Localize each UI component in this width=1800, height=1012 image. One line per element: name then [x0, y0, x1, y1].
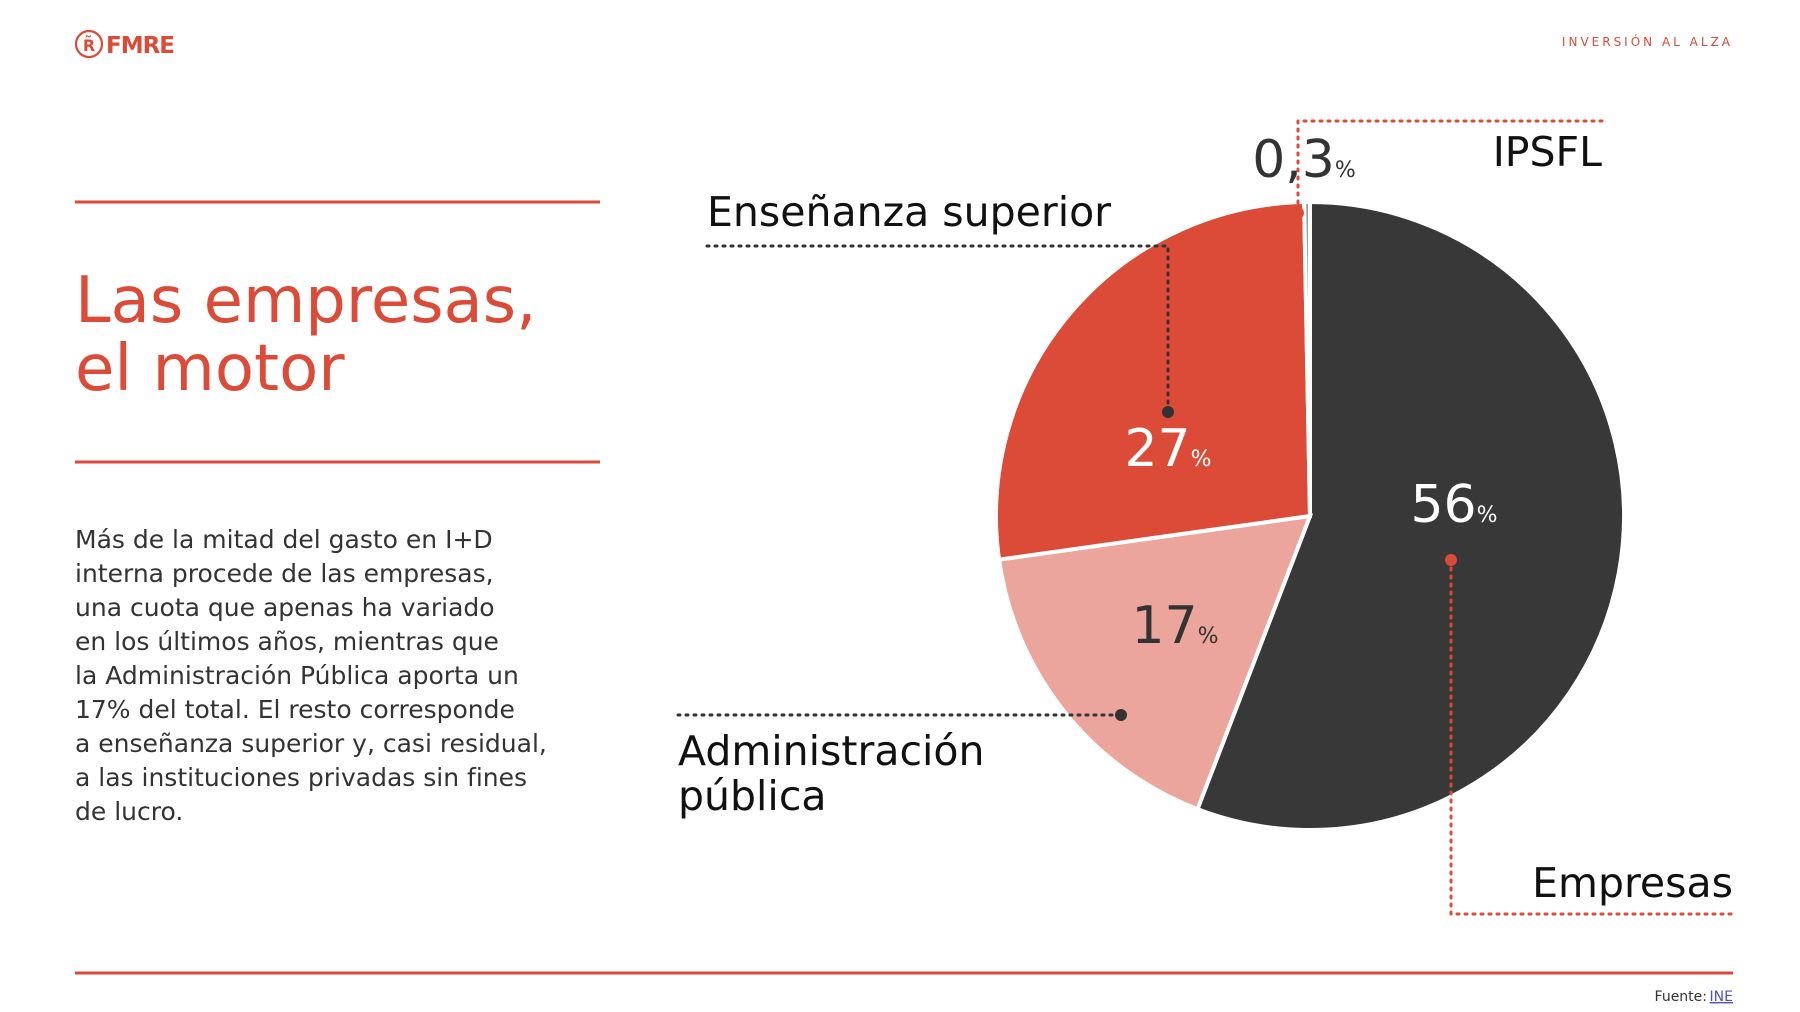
logo-icon: R̃ — [83, 36, 95, 55]
source-link[interactable]: INE — [1710, 989, 1733, 1005]
logo: FMRE — [106, 33, 174, 59]
body-line: a enseñanza superior y, casi residual, — [75, 729, 547, 758]
pie-slice — [996, 513, 1314, 812]
body-line: 17% del total. El resto corresponde — [75, 695, 515, 724]
value-label: 17% — [1131, 596, 1218, 656]
body-line: en los últimos años, mientras que — [75, 627, 499, 656]
pie-slice — [1194, 199, 1626, 832]
category-label: IPSFL — [1493, 128, 1602, 176]
category-label: Administración pública — [678, 727, 998, 820]
body-line: la Administración Pública aporta un — [75, 661, 519, 690]
leader-dot — [1292, 207, 1304, 219]
leader-line — [1449, 558, 1735, 916]
body-line: interna procede de las empresas, — [75, 559, 494, 588]
leader-dot — [1115, 709, 1127, 721]
pie-slice — [1302, 199, 1312, 517]
leader-dot — [1162, 406, 1174, 418]
body-line: Más de la mitad del gasto en I+D — [75, 525, 493, 554]
body-line: a las instituciones privadas sin fines — [75, 763, 527, 792]
title: el motor — [75, 332, 345, 406]
pie-chart: 56% Empresas 17% Administración pública 27% E… — [676, 119, 1735, 916]
category-label: Empresas — [1532, 859, 1733, 907]
leader-line — [705, 244, 1170, 414]
logo-circle — [74, 29, 104, 59]
pie-slice — [994, 200, 1313, 562]
leader-dot — [1445, 554, 1457, 566]
value-label: 56% — [1410, 475, 1497, 535]
leader-line — [1296, 119, 1604, 215]
category-label: Enseñanza superior — [707, 188, 1111, 236]
title: Las empresas, — [75, 264, 536, 338]
body-line: de lucro. — [75, 797, 183, 826]
body-line: una cuota que apenas ha variado — [75, 593, 495, 622]
value-label: 27% — [1124, 419, 1211, 479]
value-label: 0,3% — [1252, 130, 1356, 190]
section-label: INVERSIÓN AL ALZA — [1562, 34, 1733, 49]
body: Más de la mitad del gasto en I+D interna … — [75, 525, 547, 826]
source-label: Fuente: — [1655, 989, 1707, 1005]
